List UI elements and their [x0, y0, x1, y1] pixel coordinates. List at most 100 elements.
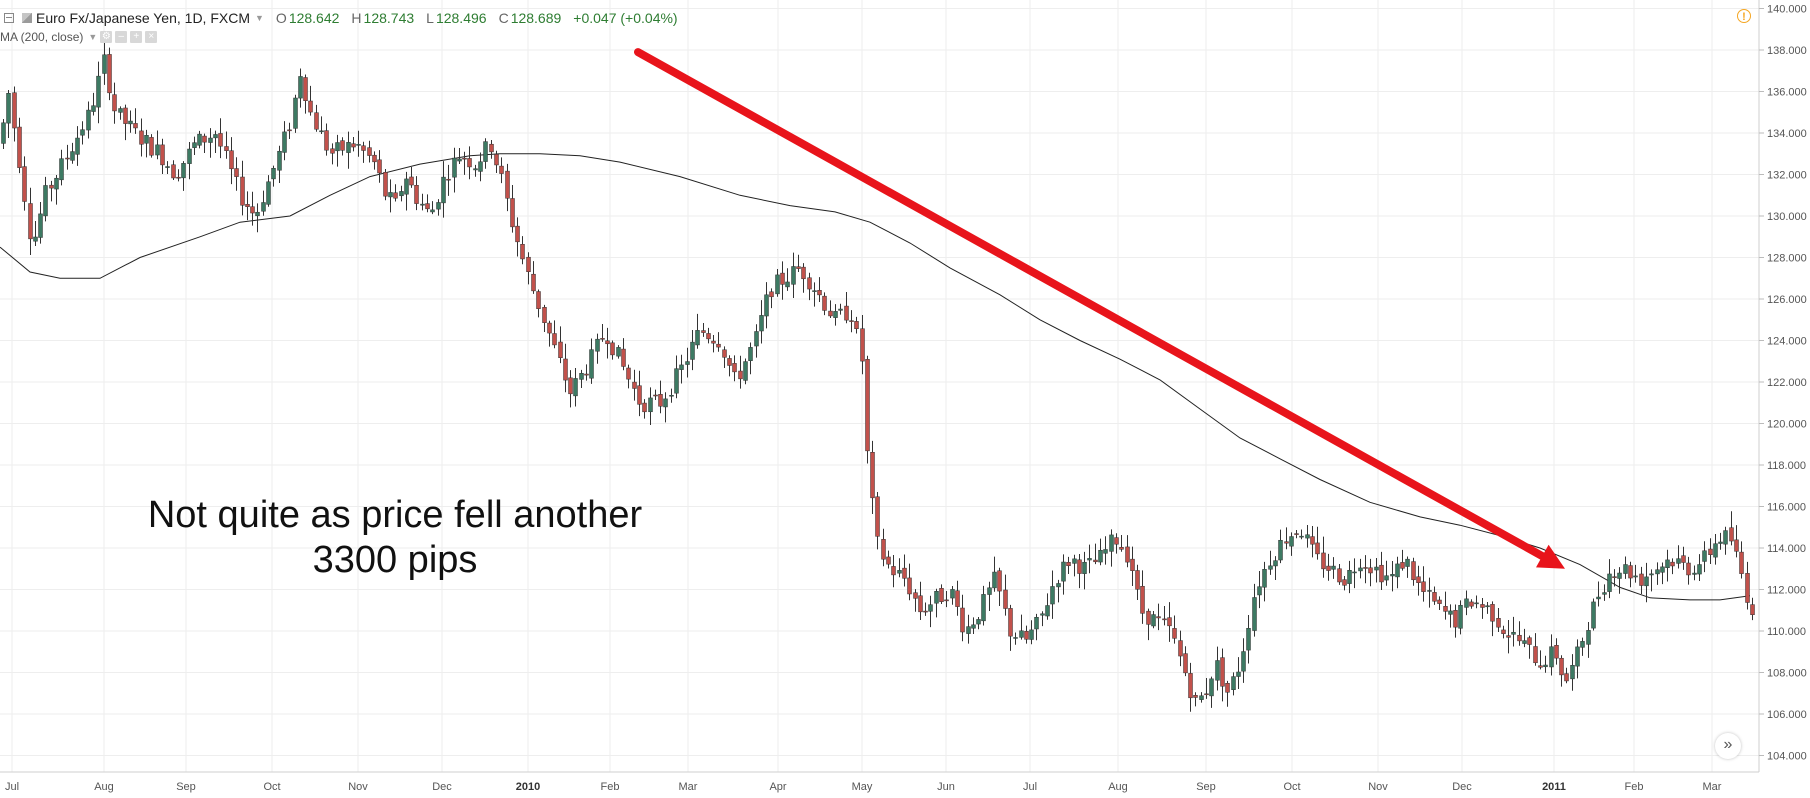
candle-up	[748, 347, 753, 361]
candle-up	[679, 364, 684, 370]
candle-down	[28, 203, 33, 240]
candle-up	[277, 150, 282, 171]
candle-down	[250, 206, 255, 214]
indicator-label[interactable]: MA (200, close)	[0, 30, 84, 44]
candle-up	[1358, 567, 1363, 572]
candle-up	[1299, 535, 1304, 538]
close-icon[interactable]: ×	[145, 31, 158, 43]
candle-down	[1114, 537, 1119, 545]
candle-down	[860, 328, 865, 362]
y-tick-label: 124.000	[1767, 336, 1807, 348]
remove-icon[interactable]: –	[115, 31, 128, 43]
candle-up	[589, 349, 594, 379]
time-axis[interactable]: Jul Aug Sep Oct Nov Dec 2010 Feb Mar Apr May Jun Jul…	[5, 781, 1722, 793]
candle-up	[1511, 632, 1516, 635]
candle-up	[1029, 629, 1034, 640]
candle-up	[266, 181, 271, 205]
candle-down	[1469, 601, 1474, 607]
candle-up	[971, 624, 976, 629]
candle-down	[960, 607, 965, 633]
candle-down	[870, 452, 875, 499]
candle-up	[754, 331, 759, 347]
candle-down	[1750, 604, 1755, 615]
alert-icon[interactable]: !	[1737, 9, 1751, 23]
candle-down	[944, 599, 949, 602]
candle-up	[1723, 530, 1728, 545]
candle-up	[690, 341, 695, 360]
candle-down	[515, 225, 520, 243]
price-axis[interactable]: 140.000 138.000 136.000 134.000 132.000 130.0…	[1759, 4, 1807, 763]
low-label: L	[426, 10, 434, 26]
candle-down	[240, 176, 245, 206]
candle-up	[473, 168, 478, 171]
candle-down	[202, 135, 207, 143]
candle-up	[1660, 566, 1665, 573]
x-tick-label: Feb	[601, 781, 620, 793]
candle-down	[600, 338, 605, 340]
candle-down	[854, 321, 859, 330]
candle-up	[833, 311, 838, 318]
candle-up	[399, 191, 404, 197]
candle-up	[1151, 614, 1156, 627]
candle-down	[1321, 552, 1326, 570]
candle-down	[1172, 628, 1177, 639]
candle-down	[1193, 695, 1198, 698]
candle-up	[616, 347, 621, 357]
candle-down	[1708, 548, 1713, 555]
candle-up	[1586, 630, 1591, 645]
add-icon[interactable]: +	[130, 31, 143, 43]
candle-up	[96, 75, 101, 108]
candle-down	[626, 367, 631, 380]
candle-down	[1416, 576, 1421, 583]
candle-up	[452, 157, 457, 178]
flag-icon	[22, 13, 32, 23]
chevron-down-icon[interactable]: ▼	[255, 13, 264, 23]
candle-down	[1670, 561, 1675, 567]
candle-up	[59, 158, 64, 181]
candle-up	[1103, 549, 1108, 554]
collapse-icon[interactable]	[4, 13, 14, 23]
candle-down	[1480, 604, 1485, 608]
high-value: 128.743	[363, 10, 415, 26]
change-value: +0.047 (+0.04%)	[573, 10, 678, 26]
candle-up	[928, 604, 933, 612]
y-tick-label: 116.000	[1767, 502, 1806, 514]
y-tick-label: 112.000	[1767, 585, 1806, 597]
candle-up	[483, 141, 488, 162]
candle-down	[1533, 646, 1538, 664]
candle-up	[1061, 561, 1066, 582]
x-tick-label: 2010	[516, 781, 540, 793]
candle-down	[1294, 533, 1299, 535]
candle-down	[552, 333, 557, 346]
candle-up	[213, 134, 218, 139]
indicator-legend: MA (200, close) ▼ ⚙ – + ×	[0, 30, 158, 44]
candle-down	[727, 358, 732, 366]
candle-up	[1209, 678, 1214, 697]
candle-up	[674, 368, 679, 394]
candle-down	[1639, 573, 1644, 586]
x-tick-label: Sep	[176, 781, 196, 793]
chevron-down-icon[interactable]: ▼	[88, 32, 98, 42]
candle-down	[1421, 581, 1426, 592]
symbol-title[interactable]: Euro Fx/Japanese Yen, 1D, FXCM	[36, 10, 250, 26]
candle-up	[1305, 534, 1310, 539]
candle-down	[367, 147, 372, 156]
candle-up	[1040, 613, 1045, 616]
candle-up	[293, 97, 298, 129]
candle-up	[1644, 576, 1649, 587]
candle-up	[1390, 574, 1395, 577]
candle-down	[1443, 606, 1448, 612]
x-tick-label: Mar	[679, 781, 698, 793]
y-tick-label: 110.000	[1767, 626, 1806, 638]
candle-up	[1617, 572, 1622, 579]
settings-icon[interactable]: ⚙	[100, 31, 113, 43]
candle-down	[303, 77, 308, 101]
candle-down	[1003, 589, 1008, 609]
double-chevron-right-icon[interactable]: »	[1715, 733, 1741, 759]
candle-down	[1146, 610, 1151, 625]
candle-up	[1257, 586, 1262, 596]
candle-down	[1517, 634, 1522, 642]
candle-up	[1236, 671, 1241, 677]
close-value: 128.689	[510, 10, 562, 26]
